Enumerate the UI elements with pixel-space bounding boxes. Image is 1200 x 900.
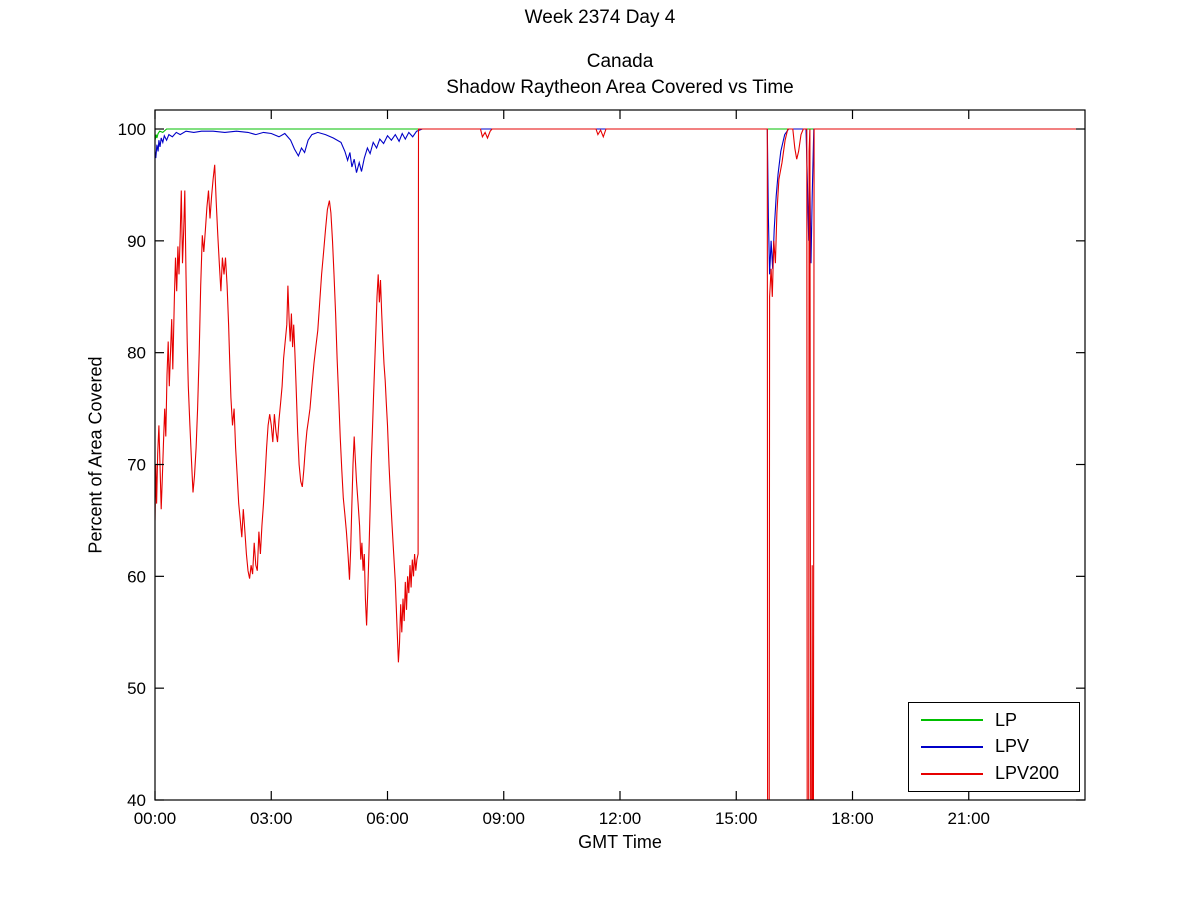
- x-axis-label: GMT Time: [578, 832, 662, 852]
- legend-label-lpv200: LPV200: [995, 763, 1060, 784]
- legend-swatch-lp: [921, 719, 983, 722]
- figure-suptitle: Week 2374 Day 4: [524, 7, 676, 28]
- chart-title: Canada Shadow Raytheon Area Covered vs T…: [155, 49, 1085, 101]
- plot-border: [154, 109, 1086, 801]
- chart-title-line2: Shadow Raytheon Area Covered vs Time: [446, 77, 794, 98]
- y-tick-label: 40: [127, 791, 146, 810]
- x-tick-label: 15:00: [715, 809, 758, 828]
- series-line-lpv: [155, 128, 1085, 275]
- y-tick-label: 100: [118, 120, 146, 139]
- legend-row-lpv: LPV: [909, 734, 1079, 760]
- y-tick-label: 60: [127, 567, 146, 586]
- legend: LP LPV LPV200: [908, 702, 1080, 792]
- legend-row-lpv200: LPV200: [909, 761, 1079, 787]
- x-tick-label: 12:00: [599, 809, 642, 828]
- legend-swatch-lpv: [921, 745, 983, 748]
- x-tick-label: 18:00: [831, 809, 874, 828]
- y-tick-label: 80: [127, 344, 146, 363]
- legend-label-lp: LP: [995, 709, 1018, 730]
- y-tick-label: 90: [127, 232, 146, 251]
- series-line-lpv200: [155, 128, 1085, 800]
- legend-swatch-lpv200: [921, 772, 983, 775]
- y-tick-label: 50: [127, 679, 146, 698]
- y-tick-label: 70: [127, 456, 146, 475]
- x-tick-label: 03:00: [250, 809, 293, 828]
- chart-title-line1: Canada: [586, 51, 654, 72]
- legend-label-lpv: LPV: [995, 736, 1030, 757]
- x-tick-label: 09:00: [482, 809, 525, 828]
- x-tick-label: 21:00: [947, 809, 990, 828]
- y-axis-label: Percent of Area Covered: [85, 356, 106, 554]
- series-line-lp: [155, 128, 1085, 141]
- x-tick-label: 06:00: [366, 809, 409, 828]
- legend-row-lp: LP: [909, 707, 1079, 733]
- x-tick-label: 00:00: [134, 809, 177, 828]
